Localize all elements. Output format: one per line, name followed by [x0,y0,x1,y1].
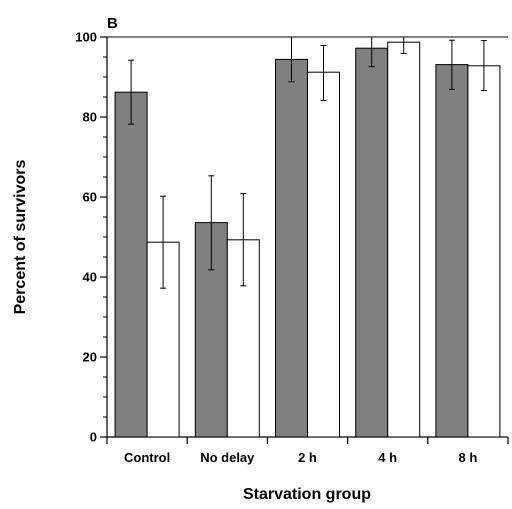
y-minor-ticks [103,56,107,418]
y-tick-label: 20 [83,350,97,365]
bar [275,58,308,438]
x-tick-label: No delay [200,450,255,465]
x-tick-label: 2 h [298,450,317,465]
y-tick-label: 40 [83,270,97,285]
error-bars [128,36,487,289]
bar [355,47,389,438]
bars [114,41,501,438]
y-tick-labels: 0 20 40 60 80 100 [75,30,97,445]
bar [114,91,148,438]
x-tick-labels: Control No delay 2 h 4 h 8 h [124,450,477,465]
bar [307,71,340,438]
x-tick-label: 8 h [459,450,478,465]
bar [435,64,469,438]
x-tick-label: Control [124,450,170,465]
y-tick-label: 80 [83,110,97,125]
x-axis-title: Starvation group [243,486,371,503]
bar [467,65,501,438]
panel-label: B [107,15,118,32]
bar [387,41,421,438]
y-axis-title: Percent of survivors [12,160,29,315]
y-tick-label: 0 [90,430,97,445]
y-tick-label: 100 [75,30,97,45]
x-tick-label: 4 h [378,450,397,465]
y-major-ticks [100,36,107,438]
y-tick-label: 60 [83,190,97,205]
x-tick-marks [106,437,509,444]
